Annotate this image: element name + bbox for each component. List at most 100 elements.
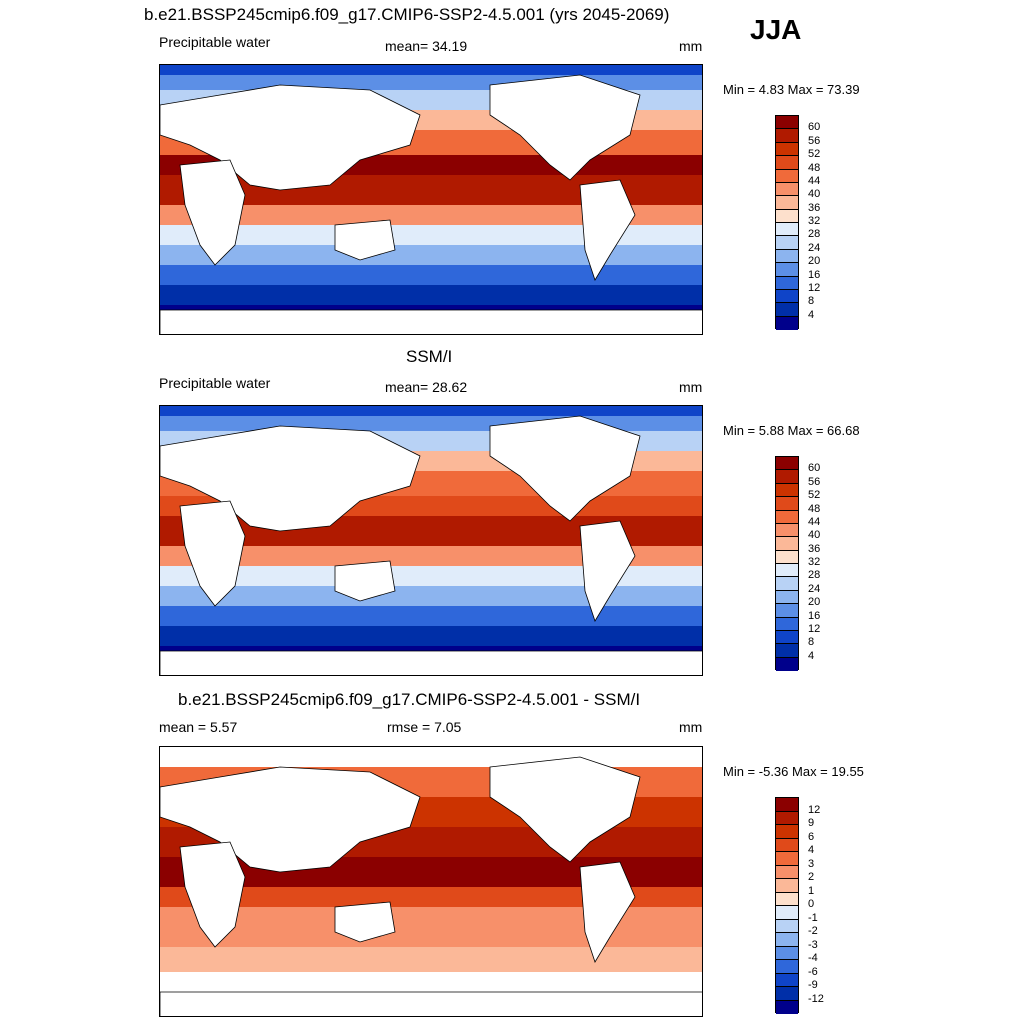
colorbar-tick-label: 1 [808, 884, 815, 897]
colorbar-swatch [776, 470, 798, 484]
colorbar-tick-label: 20 [808, 596, 821, 609]
panel2-variable-label: Precipitable water [159, 375, 271, 391]
colorbar-swatch [776, 523, 798, 538]
colorbar-swatch [776, 316, 798, 330]
colorbar-tick-label: -1 [808, 911, 818, 924]
continent-outline [160, 309, 702, 334]
colorbar-swatch [776, 497, 798, 511]
colorbar-tick-label: 48 [808, 161, 821, 174]
colorbar-tick-label: 24 [808, 241, 821, 254]
colorbar-tick-label: 52 [808, 489, 821, 502]
field-band [160, 566, 702, 586]
colorbar-tick-label: 32 [808, 215, 821, 227]
colorbar-tick-label: 9 [808, 817, 815, 829]
continent-outline [489, 756, 641, 863]
colorbar-tick-label: 20 [808, 255, 821, 268]
field-band [160, 65, 702, 75]
colorbar-swatch [776, 276, 798, 290]
colorbar-swatch [776, 457, 798, 471]
colorbar-tick-label: -6 [808, 965, 818, 978]
colorbar-swatch [776, 289, 798, 304]
colorbar-swatch [776, 933, 798, 947]
colorbar-tick-label: 24 [808, 582, 821, 595]
colorbar-swatch [776, 617, 798, 631]
colorbar-swatch [776, 550, 798, 564]
colorbar-tick-label: 6 [808, 830, 815, 843]
colorbar-tick-label: 48 [808, 502, 821, 515]
colorbar-tick-label: 16 [808, 268, 821, 281]
panel3-units-label: mm [679, 719, 703, 735]
colorbar-tick-label: 44 [808, 515, 821, 528]
colorbar-swatch [776, 973, 798, 987]
colorbar-swatch [776, 798, 798, 812]
colorbar-tick-label: 28 [808, 228, 821, 241]
continent-outline [579, 179, 636, 281]
colorbar-swatch [776, 892, 798, 906]
colorbar-swatch [776, 263, 798, 277]
colorbar-tick-label: 60 [808, 462, 821, 475]
colorbar-swatch [776, 142, 798, 157]
colorbar-swatch [776, 129, 798, 143]
field-band [160, 406, 702, 416]
panel3-mean-label: mean = 5.57 [159, 719, 238, 735]
panel2-units-label: mm [679, 379, 703, 395]
colorbar-swatch [776, 249, 798, 264]
colorbar-tick-label: 44 [808, 174, 821, 187]
panel1-map-field [160, 65, 702, 334]
colorbar-swatch [776, 879, 798, 893]
colorbar-swatch [776, 644, 798, 658]
continent-outline [579, 520, 636, 622]
colorbar-swatch [776, 303, 798, 317]
continent-outline [334, 560, 396, 602]
colorbar-swatch [776, 604, 798, 618]
continent-outline [160, 650, 702, 675]
colorbar-tick-label: 36 [808, 542, 821, 555]
continent-outline [334, 901, 396, 943]
colorbar-swatch [776, 946, 798, 960]
colorbar-tick-label: 60 [808, 121, 821, 134]
colorbar-swatch [776, 865, 798, 879]
colorbar-tick-label: 4 [808, 649, 815, 662]
continent-outline [179, 159, 246, 266]
colorbar-tick-label: 40 [808, 529, 821, 542]
continent-outline [579, 861, 636, 963]
colorbar-tick-label: -2 [808, 925, 818, 937]
colorbar-tick-label: 0 [808, 898, 815, 910]
colorbar-swatch [776, 825, 798, 839]
colorbar-swatch [776, 537, 798, 551]
panel2-title: SSM/I [406, 347, 453, 366]
colorbar-swatch [776, 169, 798, 183]
colorbar-tick-label: 3 [808, 857, 815, 870]
continent-outline [489, 415, 641, 522]
colorbar-swatch [776, 223, 798, 237]
panel1-mean-label: mean= 34.19 [385, 38, 468, 54]
colorbar-tick-label: 16 [808, 609, 821, 622]
colorbar-swatch [776, 116, 798, 130]
panel2-colorbar [775, 456, 799, 671]
colorbar-tick-label: 4 [808, 844, 815, 856]
field-band [160, 947, 702, 972]
panel3-map [159, 746, 703, 1017]
colorbar-swatch [776, 1000, 798, 1014]
field-band [160, 75, 702, 90]
colorbar-swatch [776, 960, 798, 974]
field-band [160, 265, 702, 285]
colorbar-tick-label: 28 [808, 569, 821, 582]
continent-outline [334, 219, 396, 261]
colorbar-swatch [776, 182, 798, 197]
colorbar-swatch [776, 564, 798, 578]
colorbar-tick-label: 36 [808, 201, 821, 214]
colorbar-tick-label: 52 [808, 148, 821, 161]
colorbar-tick-label: 4 [808, 308, 815, 321]
colorbar-swatch [776, 852, 798, 866]
panel1-colorbar [775, 115, 799, 330]
field-band [160, 747, 702, 767]
continent-outline [160, 991, 702, 1016]
continent-outline [179, 841, 246, 948]
field-band [160, 225, 702, 245]
colorbar-tick-label: 12 [808, 803, 821, 816]
colorbar-swatch [776, 510, 798, 524]
season-label: JJA [750, 14, 802, 45]
panel3-rmse-label: rmse = 7.05 [387, 719, 462, 735]
colorbar-swatch [776, 919, 798, 933]
